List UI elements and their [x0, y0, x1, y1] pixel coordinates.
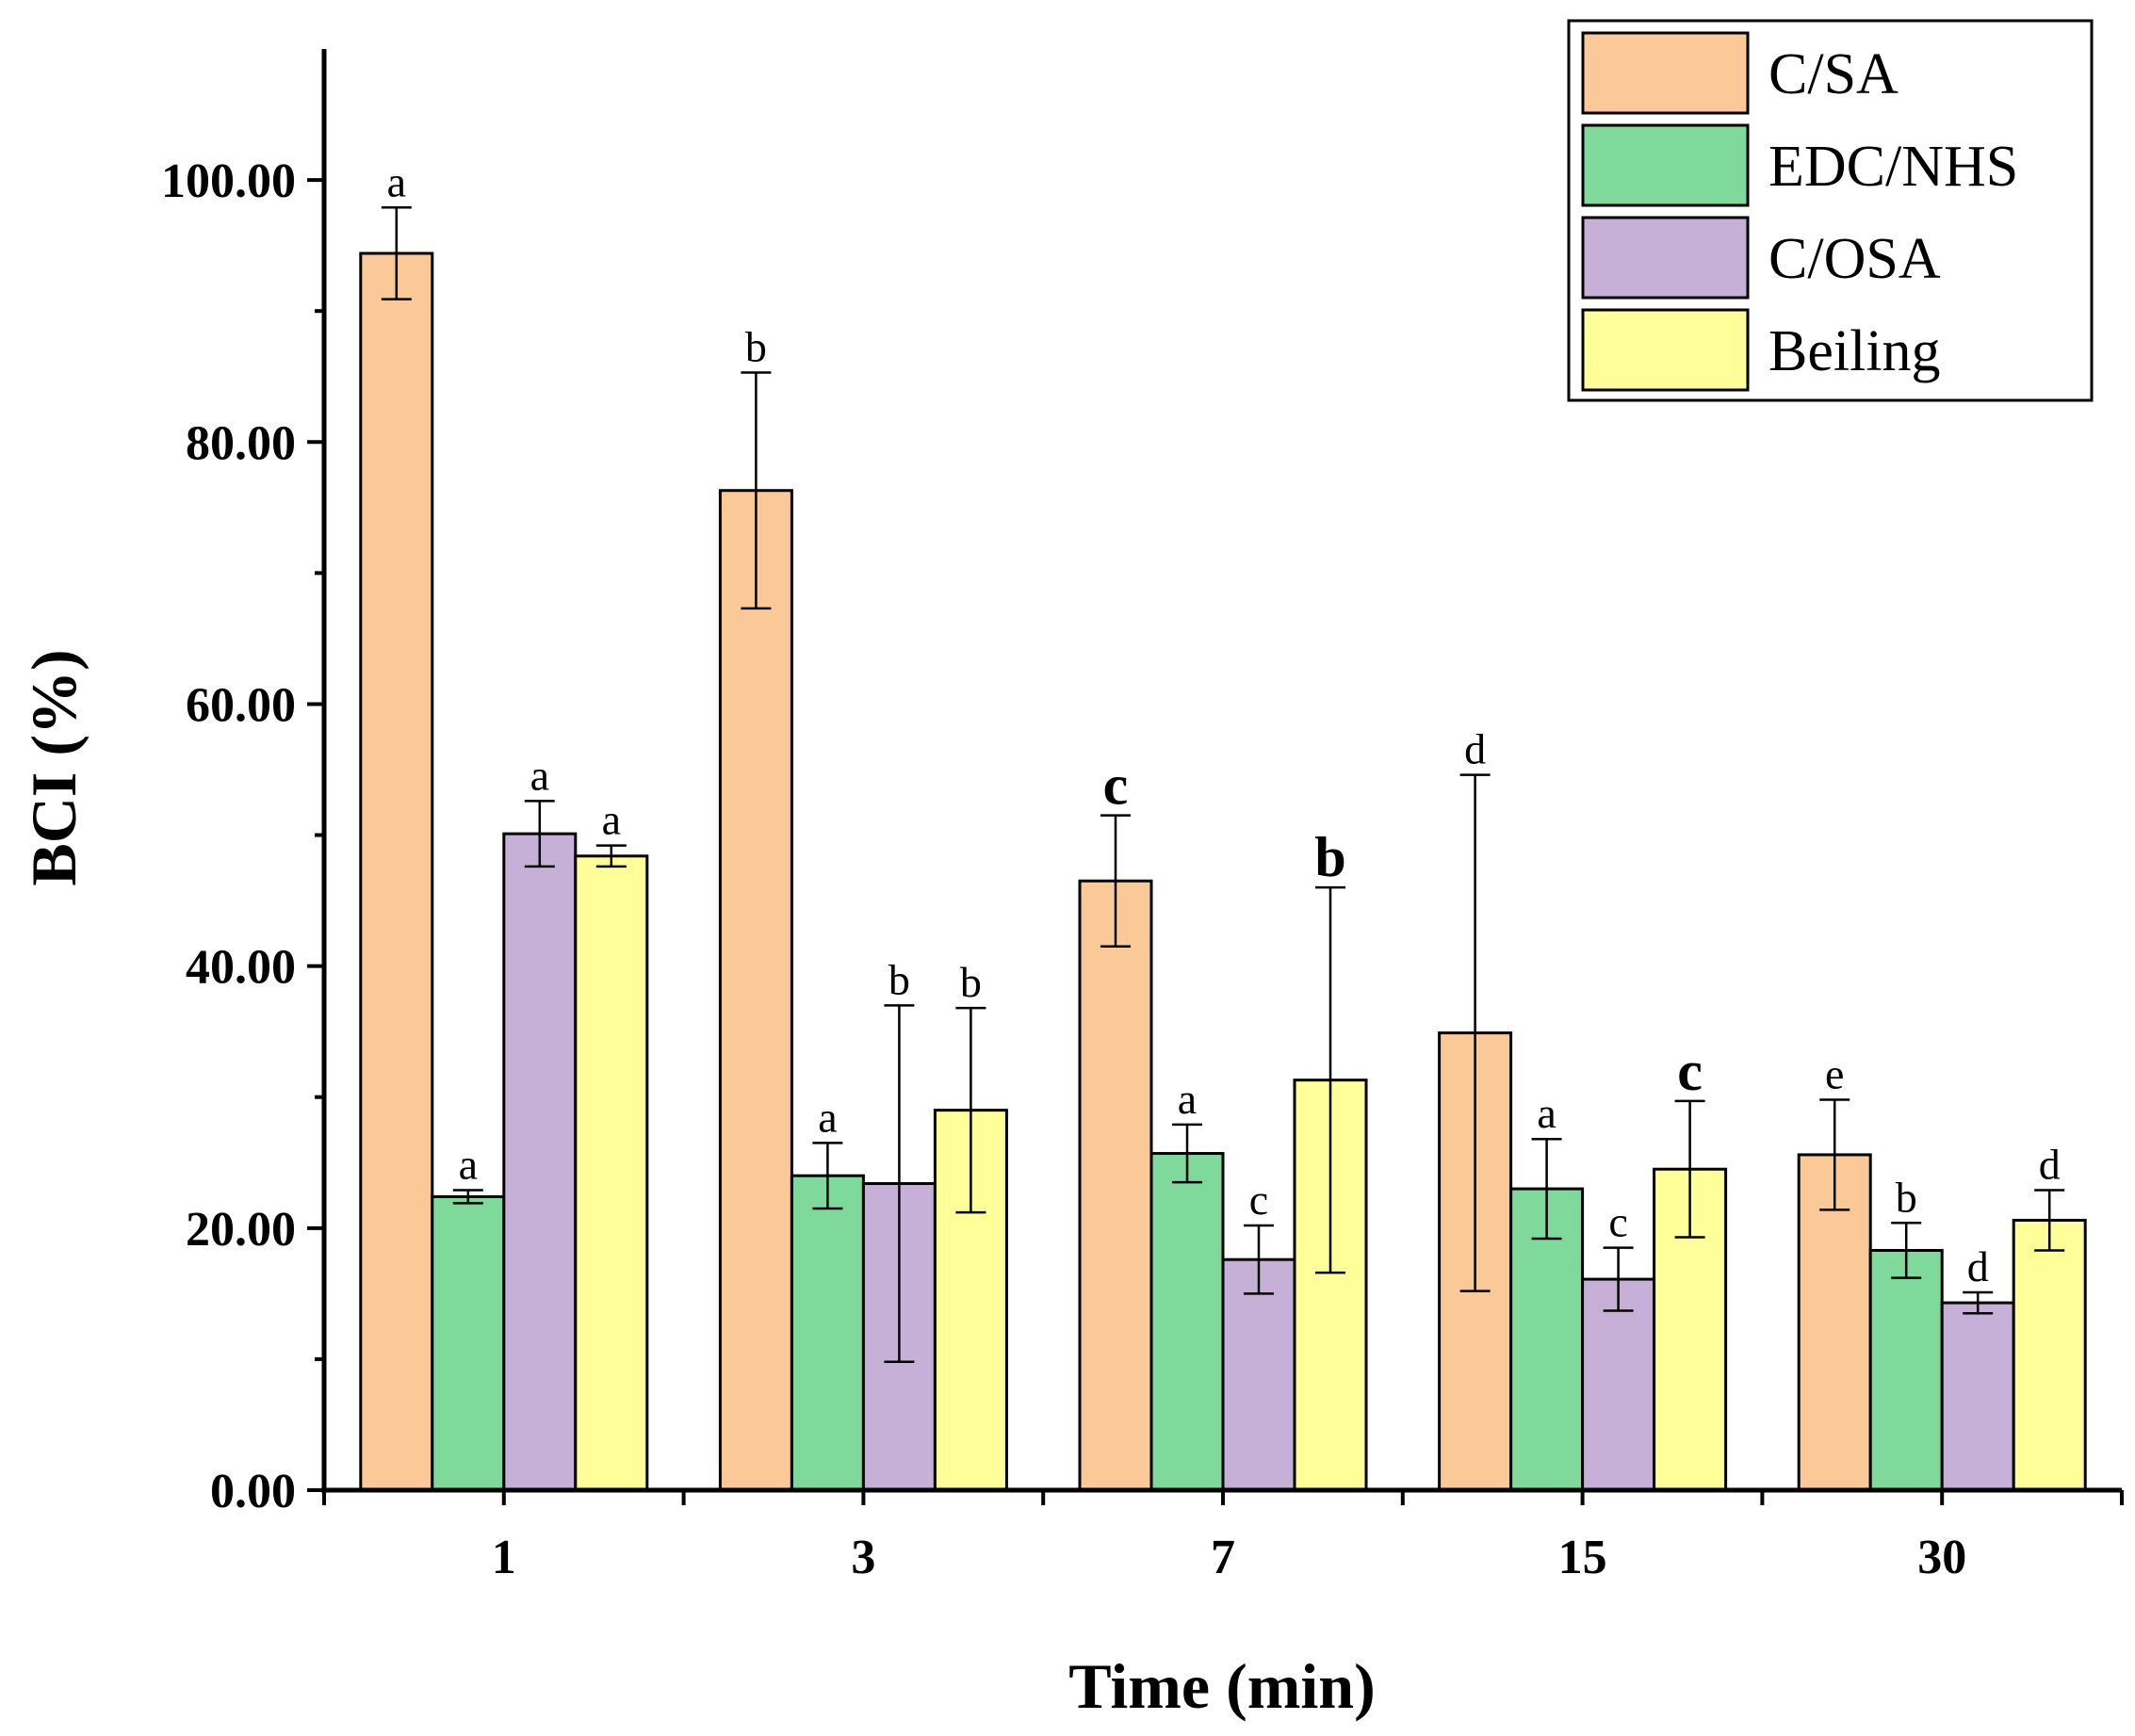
- bar-beiling-t7: [1293, 1079, 1368, 1492]
- x-tick-label: 1: [492, 1531, 516, 1584]
- significance-label: a: [602, 796, 621, 844]
- x-tick-label: 3: [851, 1531, 875, 1584]
- y-tick-label: 40.00: [186, 941, 296, 995]
- significance-label: a: [818, 1093, 837, 1141]
- significance-label: d: [1967, 1242, 1989, 1290]
- bar-edc-nhs-t3: [790, 1174, 865, 1492]
- significance-label: c: [1249, 1176, 1268, 1224]
- x-tick-label: 7: [1211, 1531, 1235, 1584]
- bar-beiling-t1: [574, 854, 649, 1492]
- x-tick-label: 30: [1917, 1531, 1966, 1584]
- y-tick-label: 20.00: [186, 1203, 296, 1257]
- x-axis-title: Time (min): [1068, 1650, 1376, 1722]
- legend-swatch-beiling: [1581, 308, 1750, 392]
- legend-label: EDC/NHS: [1768, 135, 2018, 199]
- bar-edc-nhs-t7: [1149, 1152, 1225, 1492]
- y-tick-label: 0.00: [210, 1465, 296, 1518]
- significance-label: c: [1103, 754, 1129, 817]
- bar-c-sa-t1: [359, 251, 434, 1492]
- significance-label: b: [888, 955, 910, 1003]
- legend-swatch-c-sa: [1581, 31, 1750, 115]
- bar-edc-nhs-t1: [431, 1194, 506, 1492]
- legend-label: C/SA: [1768, 42, 1899, 106]
- y-tick-label: 80.00: [186, 416, 296, 470]
- error-bars-layer: [381, 206, 2065, 1363]
- significance-label: a: [1178, 1075, 1197, 1123]
- x-tick-label: 15: [1558, 1531, 1607, 1584]
- legend-swatch-edc-nhs: [1581, 123, 1750, 207]
- bars-layer: [359, 251, 2087, 1492]
- legend-label: Beiling: [1768, 319, 1941, 383]
- y-axis-title: BCI (%): [18, 649, 90, 885]
- legend-swatch-c-osa: [1581, 216, 1750, 300]
- bar-c-sa-t7: [1078, 879, 1153, 1492]
- significance-label: d: [1464, 725, 1486, 773]
- significance-label: d: [2039, 1140, 2061, 1188]
- bar-c-sa-t3: [718, 489, 793, 1492]
- significance-label: a: [530, 751, 549, 799]
- significance-label: c: [1608, 1198, 1627, 1246]
- significance-label: b: [745, 323, 767, 371]
- significance-labels-layer: a a a a b a b b c a c b d a c c e b d d: [387, 157, 2061, 1290]
- x-ticks-layer: 1 3 7 15 30: [322, 1490, 2124, 1584]
- bar-edc-nhs-t30: [1868, 1248, 1944, 1492]
- significance-label: b: [1314, 826, 1345, 888]
- bar-c-osa-t1: [502, 832, 578, 1492]
- y-tick-label: 60.00: [186, 678, 296, 732]
- significance-label: b: [960, 958, 982, 1006]
- significance-label: e: [1825, 1050, 1844, 1098]
- y-ticks-layer: 0.00 20.00 40.00 60.00 80.00 100.00: [161, 154, 324, 1518]
- bar-beiling-t30: [2012, 1218, 2087, 1492]
- significance-label: b: [1896, 1173, 1917, 1221]
- significance-label: c: [1677, 1040, 1703, 1102]
- significance-label: a: [1537, 1089, 1556, 1137]
- legend-label: C/OSA: [1768, 227, 1941, 291]
- y-tick-label: 100.00: [161, 154, 296, 208]
- significance-label: a: [459, 1140, 478, 1188]
- significance-label: a: [387, 157, 406, 205]
- legend: C/SA EDC/NHS C/OSA Beiling: [1567, 19, 2094, 402]
- bar-c-osa-t30: [1940, 1301, 2015, 1492]
